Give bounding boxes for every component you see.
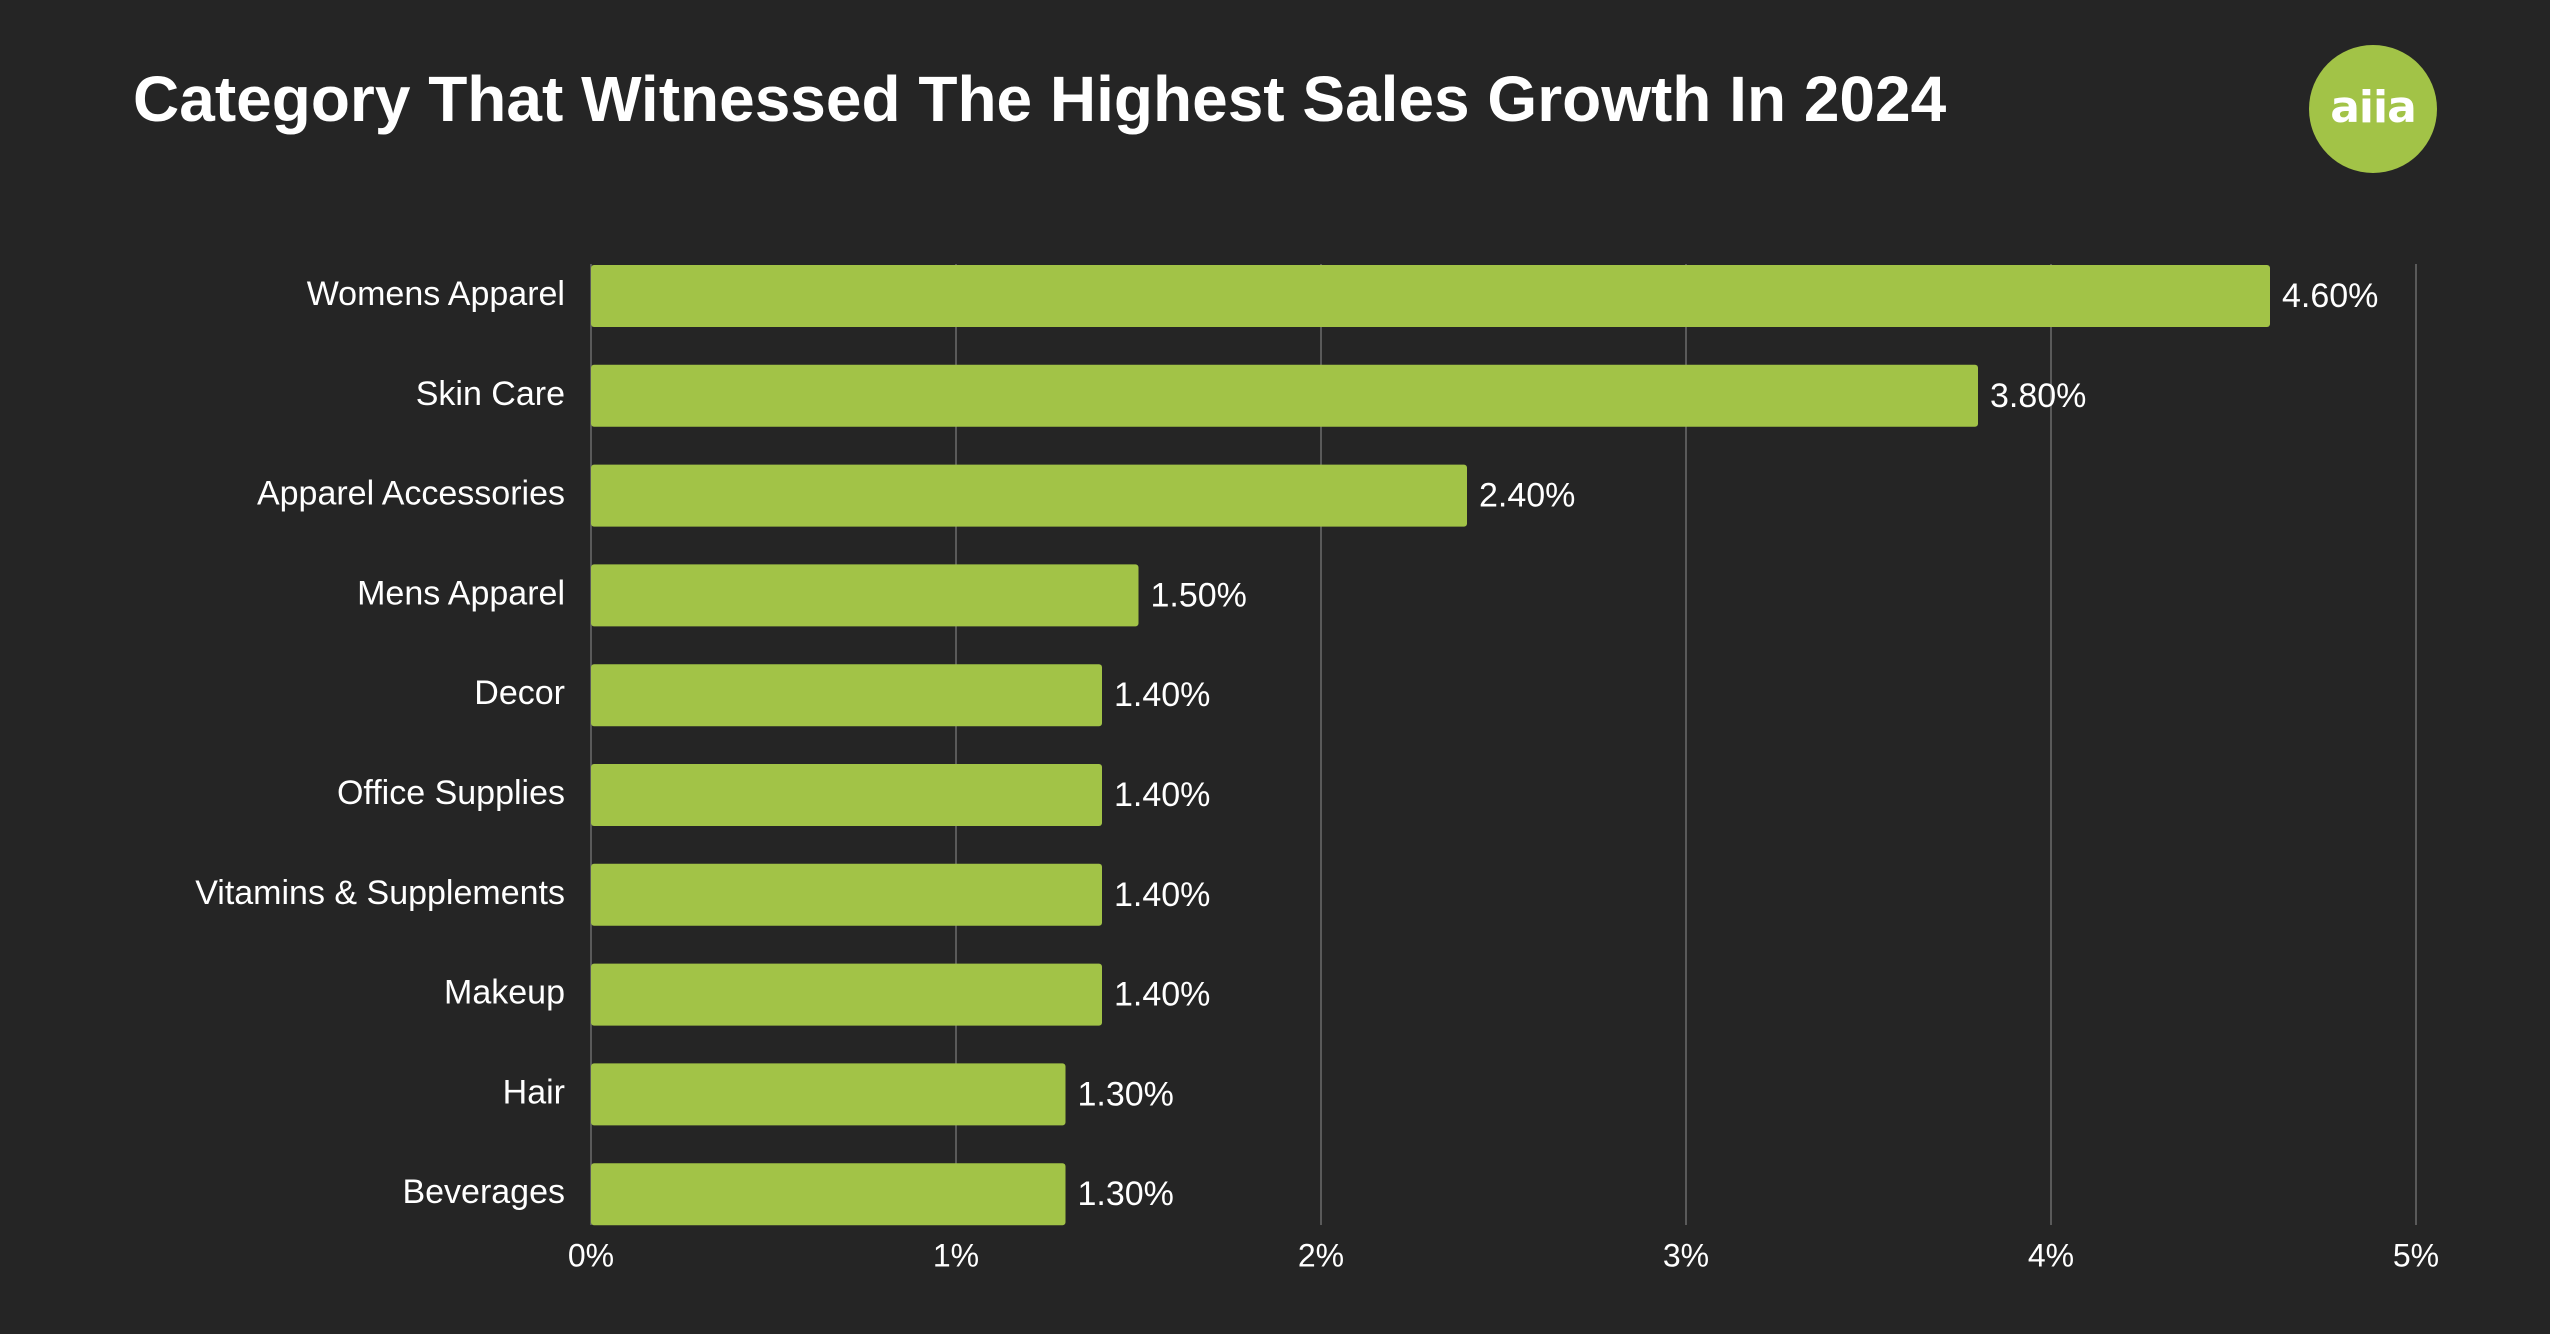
logo-text: aiia <box>2330 81 2417 133</box>
x-tick-label: 5% <box>2393 1237 2439 1273</box>
category-label: Makeup <box>444 974 565 1012</box>
category-label: Hair <box>503 1073 565 1111</box>
value-label: 1.40% <box>1114 876 1210 914</box>
value-label: 1.30% <box>1078 1175 1174 1213</box>
aiia-logo: aiia <box>2309 45 2437 173</box>
category-label: Office Supplies <box>337 774 565 812</box>
x-tick-label: 4% <box>2028 1237 2074 1273</box>
value-label: 1.40% <box>1114 676 1210 714</box>
bar <box>591 963 1102 1026</box>
bar <box>591 265 2270 327</box>
x-tick-label: 1% <box>933 1237 979 1273</box>
x-tick-label: 0% <box>568 1237 614 1273</box>
value-label: 1.40% <box>1114 776 1210 814</box>
bar <box>591 1063 1066 1126</box>
value-label: 4.60% <box>2282 277 2378 315</box>
x-tick-label: 3% <box>1663 1237 1709 1273</box>
category-label: Decor <box>474 674 565 712</box>
bar <box>591 764 1102 826</box>
bar <box>591 464 1467 527</box>
value-label: 1.50% <box>1151 576 1247 614</box>
category-label: Apparel Accessories <box>257 475 565 513</box>
category-label: Skin Care <box>416 375 565 413</box>
bar <box>591 664 1102 727</box>
category-label: Womens Apparel <box>307 275 565 313</box>
value-label: 1.30% <box>1078 1075 1174 1113</box>
value-label: 2.40% <box>1479 477 1575 515</box>
category-label: Mens Apparel <box>357 574 565 612</box>
chart-title: Category That Witnessed The Highest Sale… <box>133 63 1947 135</box>
bars <box>591 265 2270 1226</box>
category-label: Vitamins & Supplements <box>195 874 565 912</box>
bar <box>591 863 1102 926</box>
x-tick-label: 2% <box>1298 1237 1344 1273</box>
labels: 0% 1% 2% 3% 4% 5% Womens Apparel 4.60% Skin Care… <box>195 275 2439 1273</box>
bar <box>591 364 1978 427</box>
bar <box>591 564 1139 627</box>
value-label: 3.80% <box>1990 377 2086 415</box>
bar <box>591 1163 1066 1226</box>
category-label: Beverages <box>402 1173 565 1211</box>
value-label: 1.40% <box>1114 976 1210 1014</box>
